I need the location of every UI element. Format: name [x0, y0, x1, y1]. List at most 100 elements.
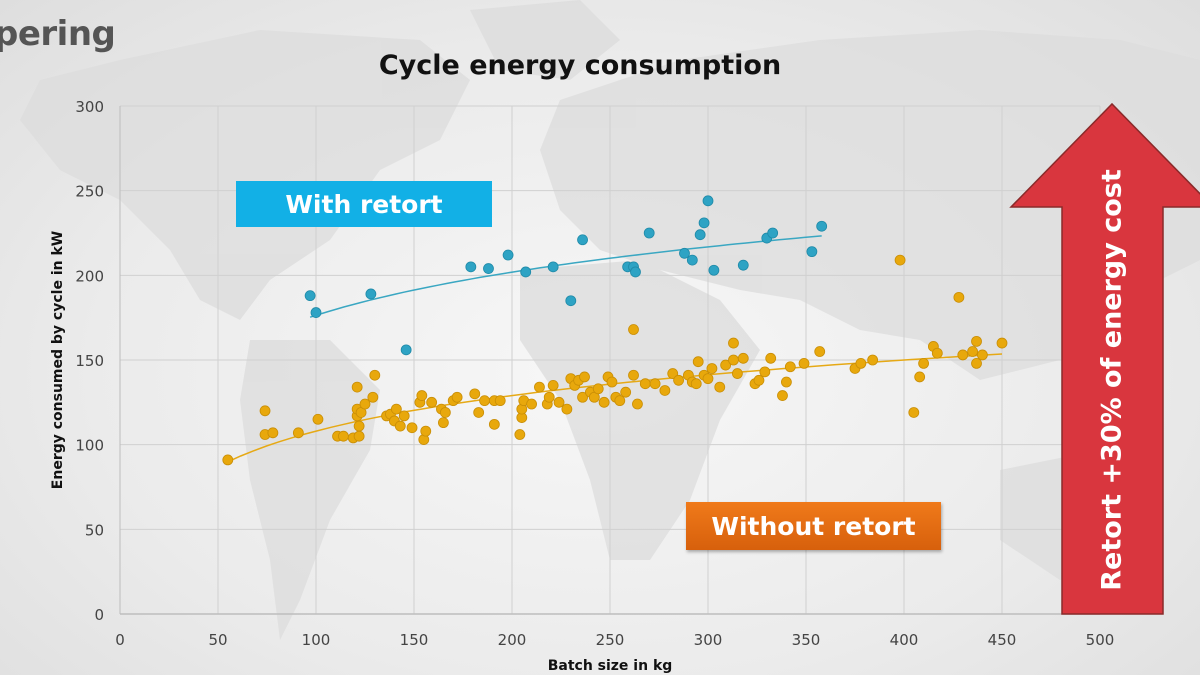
without-retort-point	[553, 396, 565, 408]
x-tick-label: 200	[498, 631, 527, 649]
without-retort-point	[706, 363, 718, 374]
greenland-shape	[470, 0, 620, 80]
x-axis-label: Batch size in kg	[548, 658, 673, 674]
without-retort-point	[367, 391, 379, 403]
without-retort-point	[908, 407, 920, 418]
with-retort-label: With retort	[236, 181, 492, 227]
without-retort-point	[971, 357, 982, 369]
without-retort-point	[534, 381, 545, 393]
y-tick-label: 0	[94, 606, 104, 624]
without-retort-point	[338, 430, 349, 442]
without-retort-point	[732, 368, 743, 379]
with-retort-point	[737, 259, 749, 271]
without-retort-point	[394, 420, 406, 432]
without-retort-point	[753, 374, 765, 386]
without-retort-point	[292, 427, 304, 439]
chart-title: Cycle energy consumption	[378, 50, 782, 81]
x-tick-label: 350	[792, 631, 821, 649]
tick-labels: 0 50 100 150 200 250 300 350 400 450 500 0 50 100 150 2…	[75, 98, 1114, 649]
without-retort-point	[692, 356, 704, 368]
with-retort-point	[708, 264, 720, 276]
without-retort-point	[867, 354, 879, 366]
with-retort-point	[577, 234, 588, 246]
without-retort-point	[814, 346, 826, 357]
with-retort-point	[643, 227, 655, 239]
without-retort-point	[592, 383, 604, 395]
without-retort-point	[451, 391, 463, 403]
without-retort-point	[353, 430, 365, 442]
without-retort-point	[439, 407, 451, 418]
without-retort-point	[494, 395, 506, 407]
without-retort-point	[267, 427, 279, 439]
without-retort-point	[894, 254, 906, 266]
without-retort-label: Without retort	[686, 502, 941, 550]
without-retort-point	[351, 381, 363, 393]
without-retort-point	[953, 291, 965, 303]
with-retort-point	[547, 261, 559, 273]
x-tick-label: 0	[115, 631, 125, 649]
without-retort-point	[714, 381, 726, 393]
trendlines	[227, 235, 1003, 463]
slide-title: pering	[0, 14, 116, 54]
y-tick-label: 250	[75, 183, 104, 201]
without-retort-point	[614, 395, 626, 407]
y-tick-label: 300	[75, 98, 104, 116]
x-tick-label: 150	[400, 631, 429, 649]
without-retort-point	[798, 357, 810, 369]
with-retort-point	[565, 295, 577, 307]
without-retort-point	[639, 378, 651, 390]
eurasia-shape	[540, 30, 1200, 380]
without-retort-point	[855, 357, 867, 369]
y-tick-label: 200	[75, 267, 104, 285]
without-retort-point	[222, 454, 234, 466]
north-america-shape	[20, 30, 470, 320]
without-retort-point	[526, 398, 537, 410]
without-retort-point	[628, 324, 639, 335]
without-retort-point	[620, 386, 632, 398]
without-retort-point	[781, 376, 792, 388]
without-retort-point	[777, 390, 788, 401]
without-retort-point	[649, 378, 661, 390]
with-retort-point	[694, 229, 706, 241]
without-retort-point	[606, 376, 618, 388]
without-retort-point	[416, 390, 428, 401]
without-retort-point	[728, 337, 739, 349]
without-retort-point	[469, 388, 481, 400]
without-retort-point	[312, 413, 324, 425]
with-retort-point	[630, 266, 641, 278]
without-retort-point	[759, 366, 771, 378]
with-retort-point	[465, 261, 477, 273]
without-retort-point	[577, 391, 588, 403]
without-retort-point	[426, 396, 438, 408]
with-retort-point	[816, 220, 828, 232]
x-tick-label: 500	[1086, 631, 1115, 649]
arrow-label: Retort +30% of energy cost	[1096, 169, 1128, 591]
without-retort-point	[359, 398, 371, 410]
x-tick-label: 250	[596, 631, 625, 649]
y-tick-label: 100	[75, 437, 104, 455]
africa-shape	[520, 260, 760, 560]
without-retort-point	[579, 371, 590, 383]
without-retort-point	[996, 337, 1008, 349]
with-retort-point	[686, 254, 698, 266]
x-tick-label: 400	[890, 631, 919, 649]
without-retort-point	[390, 403, 402, 415]
without-retort-point	[918, 357, 929, 369]
without-retort-point	[967, 346, 978, 357]
axes	[119, 106, 1100, 615]
without-retort-point	[957, 349, 969, 361]
without-retort-point	[931, 347, 943, 359]
red-arrow	[1009, 102, 1200, 615]
without-retort-point	[488, 418, 500, 430]
without-retort-point	[543, 391, 555, 403]
without-retort-point	[547, 379, 559, 391]
without-retort-point	[914, 371, 926, 383]
without-retort-point	[737, 352, 749, 364]
x-tick-label: 50	[208, 631, 227, 649]
without-retort-point	[473, 407, 485, 418]
without-retort-point	[598, 396, 610, 408]
without-retort-point	[420, 425, 432, 437]
with-retort-point	[400, 344, 412, 356]
